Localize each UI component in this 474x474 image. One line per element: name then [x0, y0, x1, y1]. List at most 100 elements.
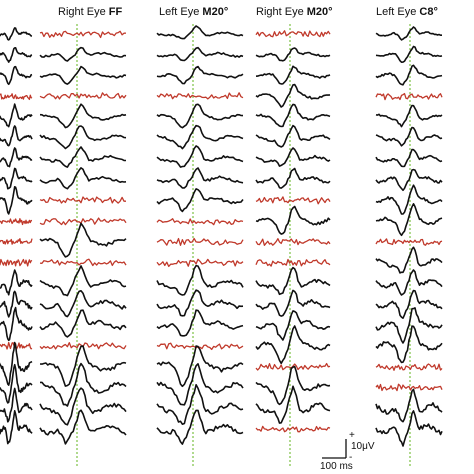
trace-normal [39, 65, 127, 85]
trace-normal [0, 290, 33, 318]
panel-title-condition: FF [108, 6, 123, 18]
scale-time-label: 100 ms [320, 461, 353, 472]
trace-normal [39, 409, 127, 445]
panel-title-prefix: Left Eye [376, 6, 420, 18]
trace-normal [375, 148, 443, 168]
trace-abnormal [0, 258, 33, 267]
panel-edge [0, 27, 33, 445]
panel-title-prefix: Left Eye [159, 6, 203, 18]
trace-normal [156, 167, 244, 189]
trace-normal [0, 410, 33, 445]
trace-normal [255, 266, 331, 296]
trace-normal [375, 289, 443, 319]
trace-abnormal [156, 92, 244, 100]
trace-abnormal [0, 93, 33, 101]
trace-normal [0, 147, 33, 168]
trace-abnormal [255, 258, 331, 267]
trace-normal [156, 25, 244, 40]
scale-bar [322, 439, 347, 459]
trace-normal [39, 265, 127, 297]
panel-left-c8 [375, 24, 443, 466]
trace-normal [156, 264, 244, 296]
trace-normal [156, 65, 244, 85]
trace-normal [375, 126, 443, 147]
trace-normal [375, 388, 443, 423]
trace-normal [375, 325, 443, 364]
trace-normal [39, 222, 127, 258]
trace-abnormal [156, 237, 244, 246]
panel-right-ff [39, 24, 127, 466]
trace-abnormal [156, 258, 244, 268]
trace-panels [0, 24, 443, 466]
trace-abnormal [39, 30, 127, 39]
trace-abnormal [255, 362, 331, 371]
panel-title-prefix: Right Eye [256, 6, 307, 18]
trace-abnormal [375, 92, 443, 101]
trace-normal [375, 104, 443, 128]
trace-normal [0, 186, 33, 215]
trace-abnormal [39, 258, 127, 267]
trace-normal [255, 205, 331, 235]
trace-normal [39, 345, 127, 387]
trace-normal [255, 310, 331, 341]
scale-amplitude-label: 10μV [351, 441, 375, 452]
panel-title-left-eye-c8: Left Eye C8° [376, 6, 438, 18]
panel-title-condition: M20° [202, 6, 229, 18]
trace-normal [375, 203, 443, 237]
trace-abnormal [0, 341, 33, 350]
trace-normal [0, 306, 33, 342]
trace-abnormal [255, 196, 331, 205]
trace-normal [255, 103, 331, 128]
trace-normal [255, 365, 331, 406]
trace-abnormal [255, 30, 331, 38]
trace-normal [375, 246, 443, 274]
trace-abnormal [39, 217, 127, 226]
trace-normal [39, 125, 127, 150]
trace-normal [0, 47, 33, 63]
trace-normal [40, 362, 127, 407]
panel-title-right-eye-ff: Right Eye FF [58, 6, 122, 18]
trace-normal [255, 167, 331, 189]
trace-normal [39, 387, 127, 426]
trace-abnormal [0, 238, 33, 245]
trace-normal [255, 385, 331, 424]
trace-abnormal [255, 425, 331, 433]
trace-normal [255, 83, 331, 108]
trace-normal [375, 307, 443, 344]
trace-abnormal [375, 383, 443, 392]
trace-normal [0, 27, 33, 41]
trace-normal [255, 147, 331, 167]
panel-title-prefix: Right Eye [58, 6, 109, 18]
trace-normal [39, 290, 127, 318]
trace-normal [375, 184, 443, 215]
trace-normal [0, 103, 33, 128]
trace-abnormal [375, 238, 443, 246]
trace-normal [375, 26, 442, 41]
trace-abnormal [39, 196, 126, 204]
trace-normal [39, 309, 127, 338]
panel-title-condition: M20° [306, 6, 333, 18]
trace-abnormal [0, 218, 33, 226]
trace-normal [156, 103, 244, 129]
trace-normal [0, 125, 33, 147]
trace-abnormal [255, 238, 331, 246]
trace-normal [156, 188, 244, 213]
trace-normal [0, 269, 33, 296]
scale-plus-sign: + [349, 430, 355, 441]
trace-normal [156, 384, 244, 425]
trace-normal [0, 167, 33, 190]
panel-right-m20 [255, 24, 331, 466]
scale-minus-sign: - [349, 452, 353, 463]
trace-normal [156, 289, 244, 317]
trace-abnormal [156, 342, 244, 351]
panel-title-left-eye-m20: Left Eye M20° [159, 6, 228, 18]
trace-normal [156, 46, 244, 62]
trace-normal [375, 269, 443, 296]
trace-normal [375, 64, 443, 86]
trace-normal [375, 410, 443, 447]
trace-normal [255, 47, 331, 62]
trace-normal [0, 387, 33, 423]
trace-abnormal [39, 92, 127, 100]
trace-abnormal [375, 363, 443, 371]
